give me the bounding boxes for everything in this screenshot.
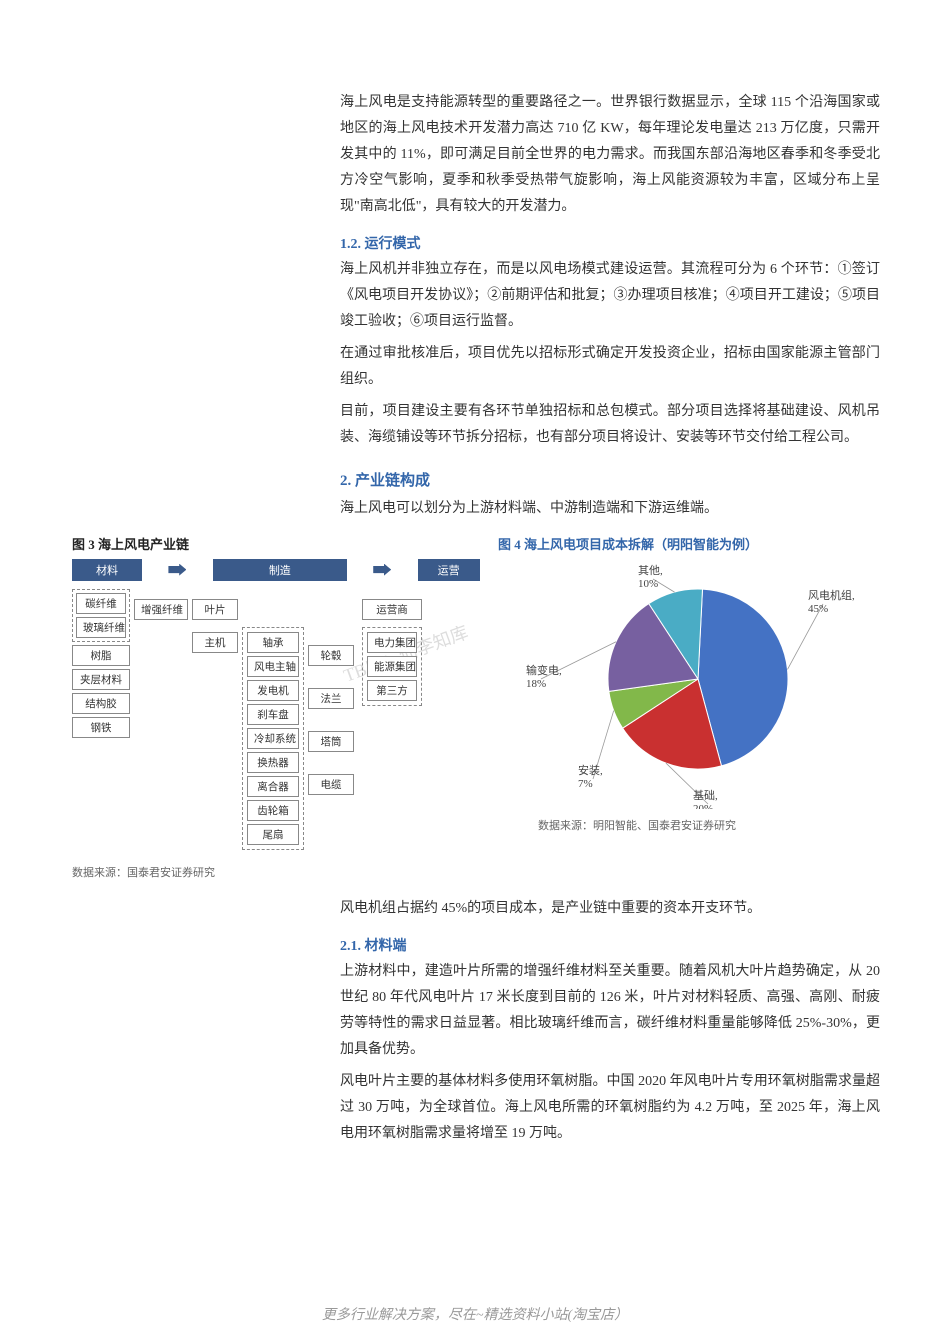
figure-3-title: 图 3 海上风电产业链	[72, 534, 488, 553]
manufacture-mid-group: 轴承 风电主轴 发电机 刹车盘 冷却系统 换热器 离合器 齿轮箱 尾扇	[242, 627, 304, 850]
pie-label-value: 20%	[693, 803, 713, 809]
section-1-2-p2: 在通过审批核准后，项目优先以招标形式确定开发投资企业，招标由国家能源主管部门组织…	[340, 341, 880, 393]
manufacture-box: 刹车盘	[247, 704, 299, 725]
pie-label: 其他,	[638, 564, 663, 577]
arrow-icon	[168, 564, 186, 576]
manufacture-box: 叶片	[192, 599, 238, 620]
operation-group: 电力集团 能源集团 第三方	[362, 627, 422, 706]
manufacture-box: 冷却系统	[247, 728, 299, 749]
manufacture-box: 塔筒	[308, 731, 354, 752]
pie-label-value: 45%	[808, 603, 828, 615]
manufacture-box: 换热器	[247, 752, 299, 773]
manufacture-box: 风电主轴	[247, 656, 299, 677]
page-footer: 更多行业解决方案，尽在~精选资料小站(淘宝店）	[0, 1304, 950, 1324]
pie-svg: 风电机组,45% 基础,20% 安装,7% 输变电,18% 其他,10%	[498, 559, 878, 809]
material-box: 钢铁	[72, 717, 130, 738]
flow-header-manufacture: 制造	[213, 559, 347, 581]
manufacture-box: 离合器	[247, 776, 299, 797]
pie-chart: 风电机组,45% 基础,20% 安装,7% 输变电,18% 其他,10%	[498, 559, 878, 809]
figure-4-title: 图 4 海上风电项目成本拆解（明阳智能为例）	[498, 534, 878, 553]
after-figures-p1: 风电机组占据约 45%的项目成本，是产业链中重要的资本开支环节。	[340, 896, 880, 922]
flow-header-operation: 运营	[418, 559, 480, 581]
operation-box: 能源集团	[367, 656, 417, 677]
arrow-icon	[373, 564, 391, 576]
manufacture-box: 齿轮箱	[247, 800, 299, 821]
operation-box: 第三方	[367, 680, 417, 701]
material-box: 结构胶	[72, 693, 130, 714]
figure-4-source: 数据来源：明阳智能、国泰君安证券研究	[538, 817, 878, 833]
pie-label: 安装,	[578, 763, 603, 777]
material-box: 树脂	[72, 645, 130, 666]
fiber-label-box: 增强纤维	[134, 599, 188, 620]
section-1-2-heading: 1.2. 运行模式	[340, 233, 880, 253]
figure-3: 图 3 海上风电产业链 材料 制造 运营 碳纤维 玻璃纤维 树脂 夹层材料	[72, 534, 488, 880]
intro-paragraph: 海上风电是支持能源转型的重要路径之一。世界银行数据显示，全球 115 个沿海国家…	[340, 90, 880, 219]
figures-row: 图 3 海上风电产业链 材料 制造 运营 碳纤维 玻璃纤维 树脂 夹层材料	[72, 534, 878, 880]
manufacture-box: 发电机	[247, 680, 299, 701]
pie-label: 输变电,	[526, 663, 562, 677]
material-box: 夹层材料	[72, 669, 130, 690]
section-2-1-p2: 风电叶片主要的基体材料多使用环氧树脂。中国 2020 年风电叶片专用环氧树脂需求…	[340, 1069, 880, 1147]
flow-header-materials: 材料	[72, 559, 142, 581]
section-2-heading: 2. 产业链构成	[340, 469, 880, 490]
material-box: 碳纤维	[76, 593, 126, 614]
pie-label: 基础,	[693, 789, 718, 802]
figure-3-source: 数据来源：国泰君安证券研究	[72, 864, 488, 880]
operation-box: 运营商	[362, 599, 422, 620]
pie-label-value: 18%	[526, 678, 546, 690]
manufacture-box: 法兰	[308, 688, 354, 709]
manufacture-box: 主机	[192, 632, 238, 653]
manufacture-box: 电缆	[308, 774, 354, 795]
operation-box: 电力集团	[367, 632, 417, 653]
pie-label: 风电机组,	[808, 588, 855, 602]
material-box: 玻璃纤维	[76, 617, 126, 638]
section-1-2-p3: 目前，项目建设主要有各环节单独招标和总包模式。部分项目选择将基础建设、风机吊装、…	[340, 399, 880, 451]
section-2-1-heading: 2.1. 材料端	[340, 935, 880, 955]
pie-label-value: 10%	[638, 578, 658, 590]
manufacture-box: 尾扇	[247, 824, 299, 845]
section-2-1-p1: 上游材料中，建造叶片所需的增强纤维材料至关重要。随着风机大叶片趋势确定，从 20…	[340, 959, 880, 1063]
section-2-p1: 海上风电可以划分为上游材料端、中游制造端和下游运维端。	[340, 496, 880, 522]
figure-4: 图 4 海上风电项目成本拆解（明阳智能为例） 风电机组,45% 基础,20% 安装,…	[498, 534, 878, 880]
section-1-2-p1: 海上风机并非独立存在，而是以风电场模式建设运营。其流程可分为 6 个环节：①签订…	[340, 257, 880, 335]
pie-label-value: 7%	[578, 778, 593, 790]
manufacture-box: 轮毂	[308, 645, 354, 666]
materials-fibers-group: 碳纤维 玻璃纤维	[72, 589, 130, 642]
manufacture-box: 轴承	[247, 632, 299, 653]
